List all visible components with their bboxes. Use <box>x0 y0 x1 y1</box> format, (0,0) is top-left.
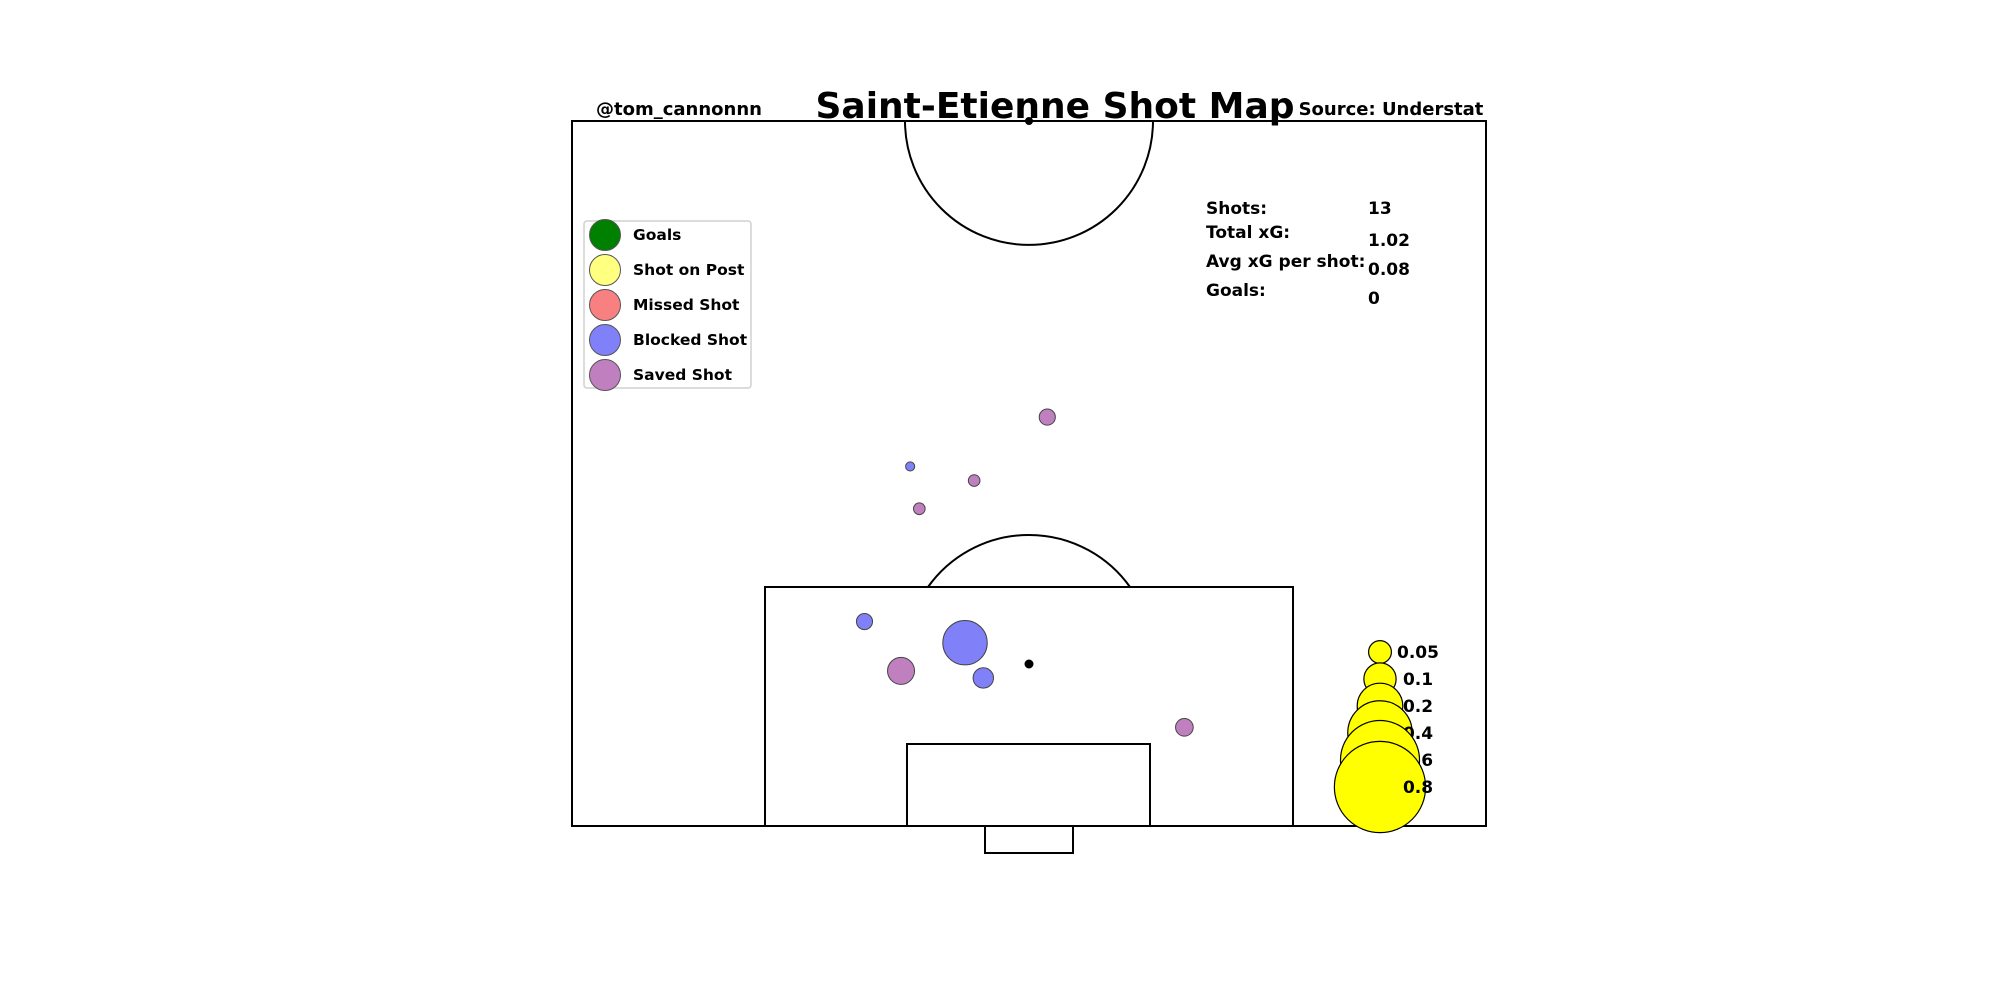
legend-label-saved-shot: Saved Shot <box>633 366 733 384</box>
shot-marker-saved-shot <box>967 474 981 487</box>
shot-marker-blocked-shot <box>855 612 874 631</box>
chart-title: Saint-Etienne Shot Map <box>815 86 1294 127</box>
shot-marker-blocked-shot <box>942 619 988 666</box>
stat-label-avg-xg-per-shot: Avg xG per shot: <box>1206 252 1365 272</box>
stat-label-shots: Shots: <box>1206 199 1267 219</box>
legend-marker-missed-shot <box>589 289 621 321</box>
shot-marker-saved-shot <box>1175 717 1194 737</box>
legend-marker-saved-shot <box>589 359 621 391</box>
stat-value-shots: 13 <box>1368 199 1392 219</box>
centre-spot <box>1025 117 1033 125</box>
stat-label-total-xg: Total xG: <box>1206 223 1290 243</box>
six-yard-box <box>906 743 1151 827</box>
penalty-area <box>764 586 1294 827</box>
size-legend-marker <box>1333 740 1427 834</box>
size-legend: 0.050.10.20.40.60.8 <box>1333 639 1439 834</box>
size-legend-label: 0.05 <box>1397 643 1439 663</box>
author-handle: @tom_cannonnn <box>596 99 762 120</box>
legend-label-shot-on-post: Shot on Post <box>633 261 745 279</box>
data-source: Source: Understat <box>1299 99 1484 120</box>
legend-label-blocked-shot: Blocked Shot <box>633 331 748 349</box>
shot-marker-saved-shot <box>1038 408 1056 426</box>
centre-circle <box>904 120 1154 246</box>
legend-label-goals: Goals <box>633 226 681 244</box>
goal <box>984 825 1074 854</box>
shot-marker-saved-shot <box>913 502 926 516</box>
penalty-spot <box>1024 659 1034 669</box>
size-legend-label: 0.8 <box>1403 778 1433 798</box>
stat-value-avg-xg-per-shot: 0.08 <box>1368 260 1410 280</box>
legend-marker-goals <box>589 219 621 251</box>
size-legend-label: 0.2 <box>1403 697 1433 717</box>
pitch <box>571 117 1487 854</box>
legend-frame <box>583 220 752 389</box>
legend-marker-blocked-shot <box>589 324 621 356</box>
shot-marker-blocked-shot <box>972 667 994 689</box>
shot-marker-saved-shot <box>887 656 916 685</box>
shots-layer <box>855 408 1194 737</box>
shot-marker-blocked-shot <box>905 461 916 472</box>
stat-value-goals: 0 <box>1368 289 1380 309</box>
penalty-arc <box>927 533 1131 588</box>
legend: Goals Shot on Post Missed Shot Blocked Shot… <box>583 219 752 391</box>
size-legend-label: 0.1 <box>1403 670 1433 690</box>
legend-marker-shot-on-post <box>589 254 621 286</box>
legend-label-missed-shot: Missed Shot <box>633 296 740 314</box>
stat-label-goals: Goals: <box>1206 281 1266 301</box>
size-legend-marker <box>1367 639 1393 665</box>
stat-value-total-xg: 1.02 <box>1368 231 1410 251</box>
